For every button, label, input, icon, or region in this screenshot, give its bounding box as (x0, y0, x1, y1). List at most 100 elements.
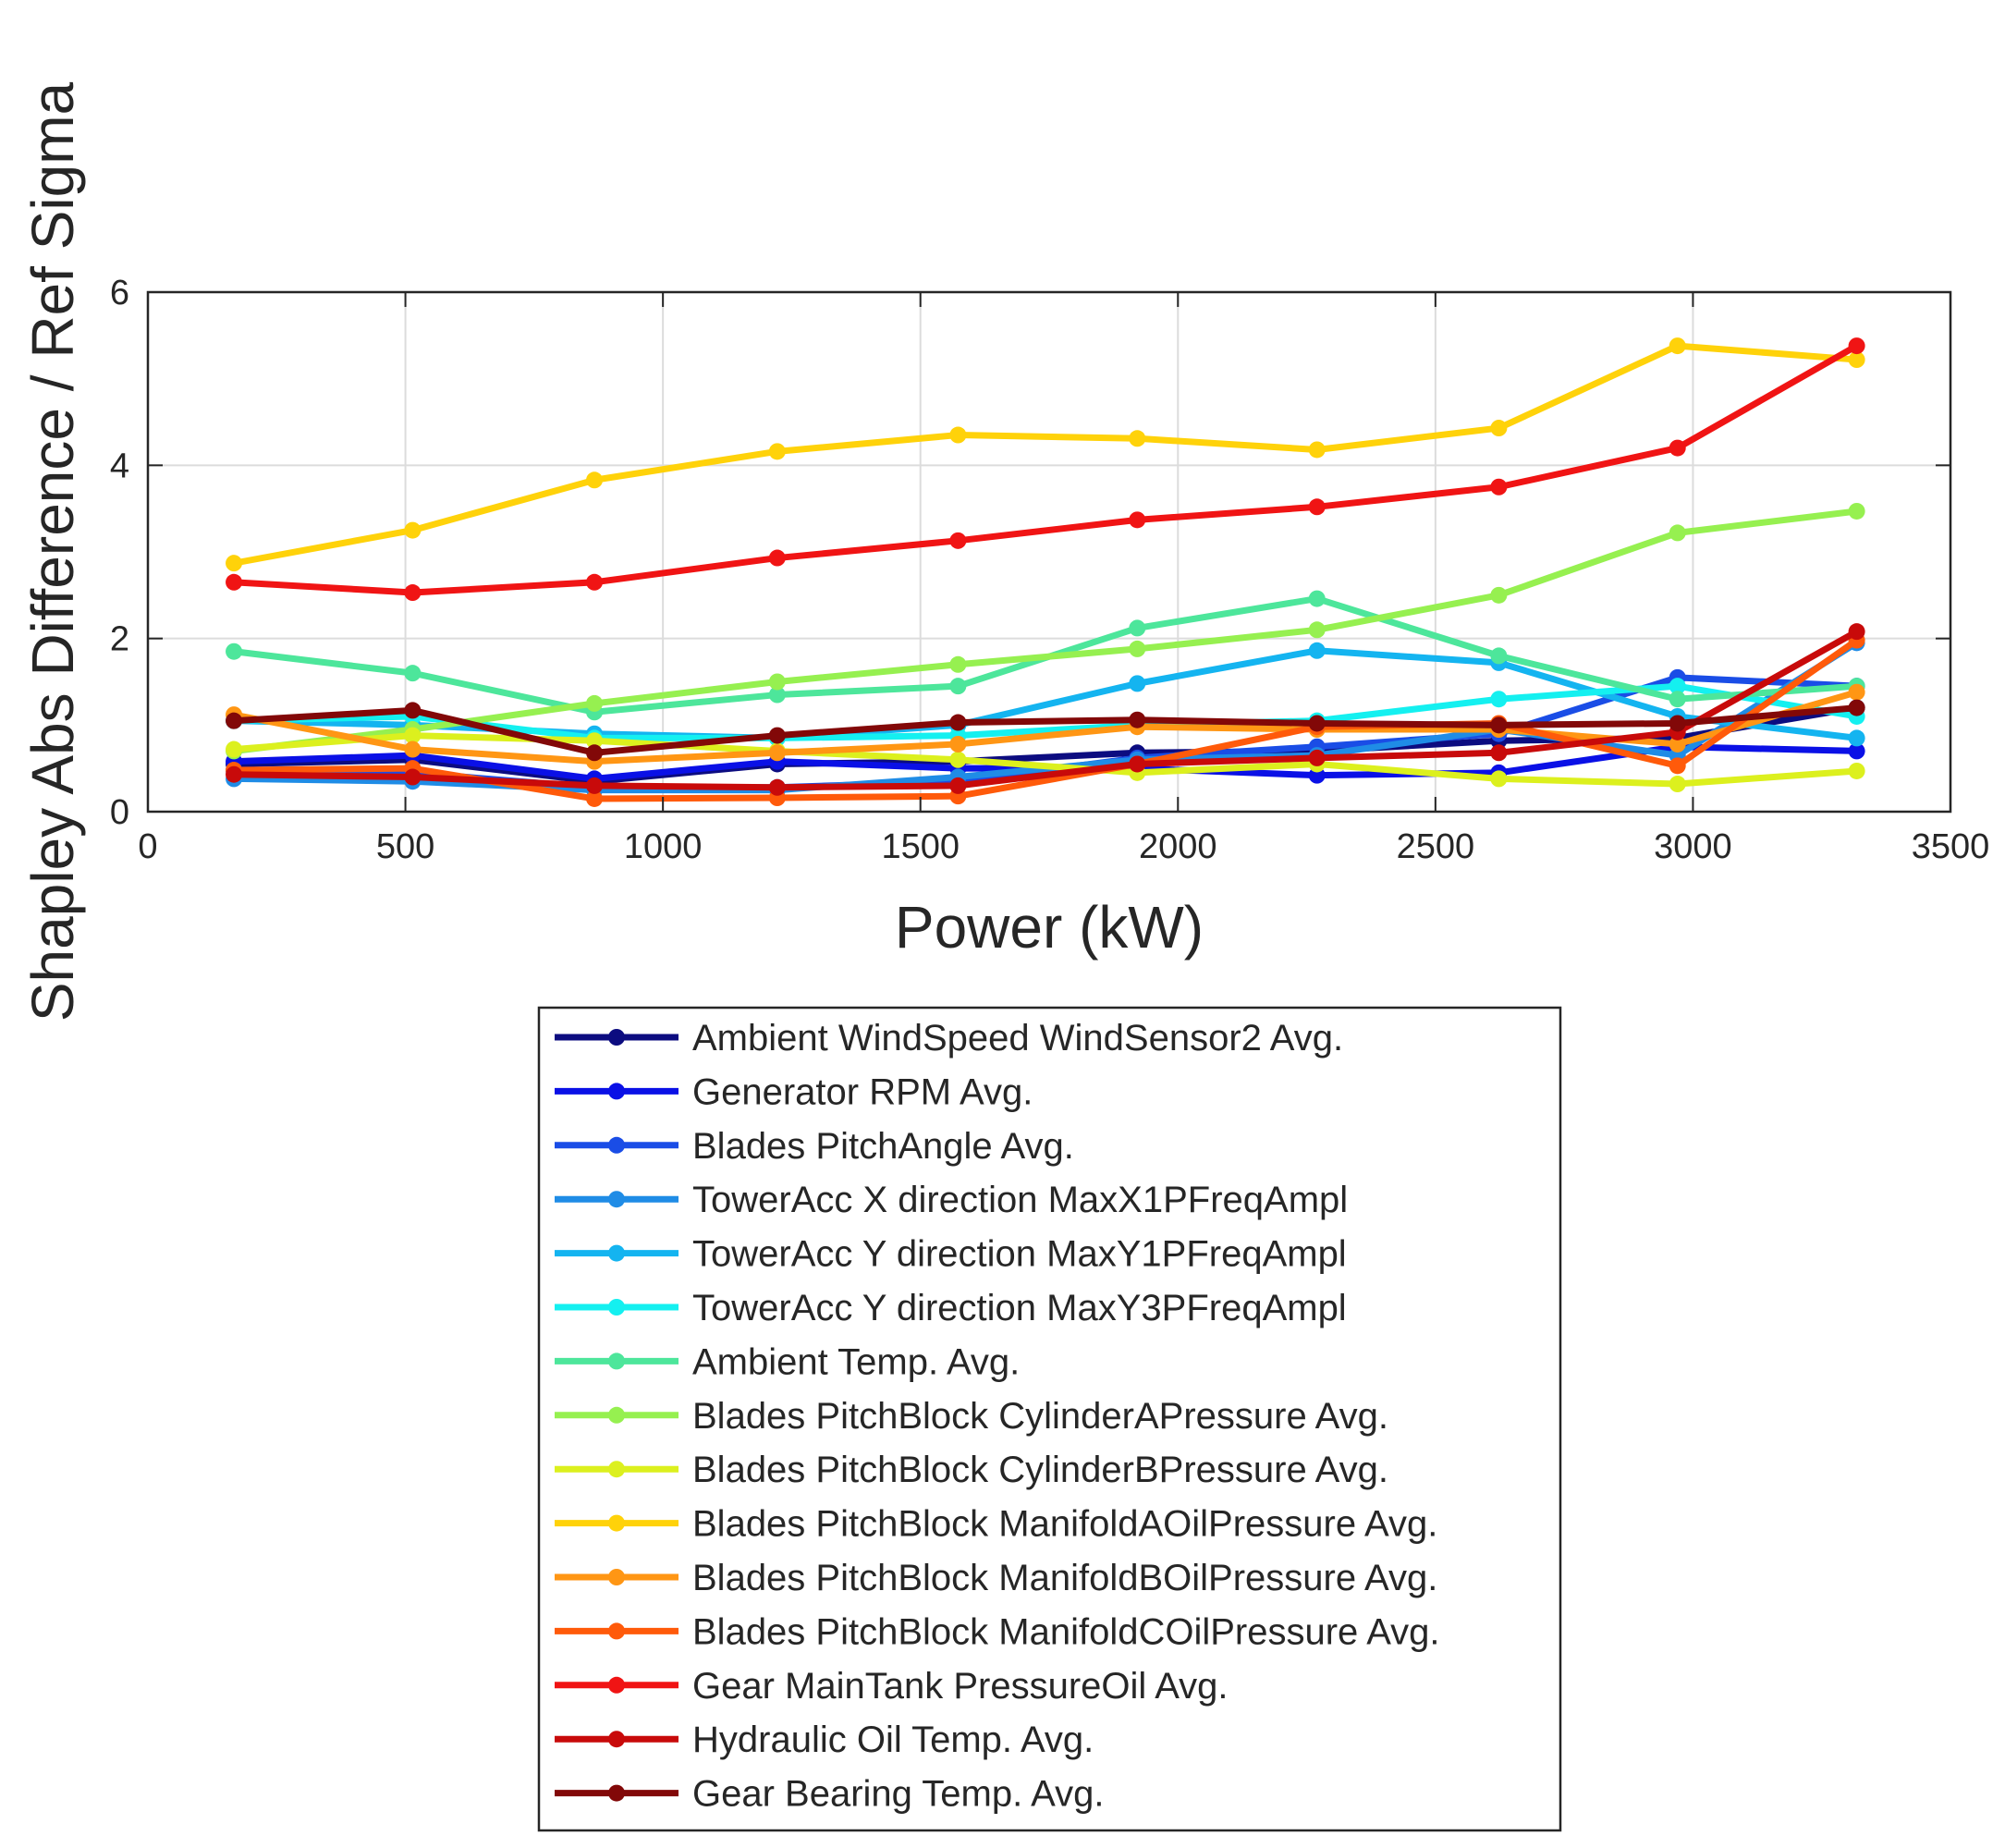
data-point (1490, 478, 1508, 496)
data-point (1490, 744, 1508, 762)
legend-label: Blades PitchBlock CylinderAPressure Avg. (692, 1396, 1388, 1437)
series-line (230, 732, 1861, 788)
legend-label: Gear Bearing Temp. Avg. (692, 1774, 1104, 1815)
data-point (768, 744, 786, 762)
legend-swatch-marker (608, 1461, 625, 1478)
data-point (226, 643, 243, 660)
series-13 (226, 337, 1865, 602)
data-point (1490, 586, 1508, 604)
data-point (404, 584, 422, 602)
plot-frame (146, 290, 1952, 814)
legend-entry: Gear MainTank PressureOil Avg. (555, 1666, 1229, 1707)
data-point (1848, 502, 1865, 520)
data-point (586, 777, 604, 794)
data-point (949, 751, 967, 768)
data-point (768, 778, 786, 796)
legend-entry: Hydraulic Oil Temp. Avg. (555, 1719, 1094, 1760)
legend-label: Blades PitchBlock CylinderBPressure Avg. (692, 1450, 1388, 1490)
data-point (1669, 715, 1686, 732)
legend-swatch-marker (608, 1406, 625, 1424)
data-point (1308, 621, 1326, 639)
data-point (1129, 755, 1146, 773)
x-tick-label: 2500 (1397, 827, 1475, 866)
data-point (1129, 511, 1146, 529)
data-point (768, 727, 786, 744)
legend-swatch-marker (608, 1731, 625, 1748)
legend-items: Ambient WindSpeed WindSensor2 Avg. Genera… (555, 1018, 1440, 1815)
data-point (1490, 716, 1508, 734)
data-point (404, 768, 422, 786)
data-point (586, 789, 604, 807)
x-tick-label: 2000 (1139, 827, 1217, 866)
legend-label: Ambient WindSpeed WindSensor2 Avg. (692, 1018, 1343, 1059)
data-point (586, 744, 604, 762)
legend-label: Blades PitchBlock ManifoldCOilPressure A… (692, 1611, 1440, 1652)
data-point (1848, 337, 1865, 355)
data-point (586, 694, 604, 712)
data-point (586, 732, 604, 750)
legend-swatch-marker (608, 1136, 625, 1154)
x-tick-label: 3500 (1912, 827, 1990, 866)
y-tick-label: 6 (110, 274, 129, 312)
data-point (226, 712, 243, 729)
y-tick-label: 4 (110, 447, 129, 485)
data-point (1129, 619, 1146, 637)
legend-swatch-marker (608, 1676, 625, 1694)
data-point (1669, 678, 1686, 695)
data-point (1848, 623, 1865, 641)
data-point (768, 686, 786, 704)
data-point (1308, 498, 1326, 516)
legend-label: Ambient Temp. Avg. (692, 1341, 1020, 1382)
legend-label: Generator RPM Avg. (692, 1071, 1033, 1112)
legend-swatch-marker (608, 1352, 625, 1370)
y-tick-label: 0 (110, 793, 129, 832)
legend-entry: Blades PitchBlock ManifoldBOilPressure A… (555, 1558, 1437, 1598)
series-10 (226, 337, 1865, 572)
series-line (230, 628, 1861, 791)
legend-entry: Blades PitchBlock CylinderAPressure Avg. (555, 1396, 1388, 1437)
legend: Ambient WindSpeed WindSensor2 Avg. Genera… (537, 1006, 1562, 1832)
legend-swatch-marker (608, 1244, 625, 1262)
data-point (1669, 337, 1686, 355)
data-point (226, 765, 243, 783)
legend-swatch-marker (608, 1514, 625, 1532)
legend-label: Gear MainTank PressureOil Avg. (692, 1666, 1229, 1707)
series-8 (226, 502, 1865, 760)
data-point (1129, 675, 1146, 692)
y-axis-label: Shapley Abs Difference / Ref Sigma (19, 81, 86, 1022)
data-point (949, 426, 967, 444)
data-point (226, 740, 243, 758)
data-point (1669, 524, 1686, 542)
series-14 (226, 623, 1865, 796)
data-point (1308, 642, 1326, 659)
data-point (404, 521, 422, 539)
legend-entry: Blades PitchBlock CylinderBPressure Avg. (555, 1450, 1388, 1490)
data-point (1490, 420, 1508, 437)
data-point (1490, 691, 1508, 708)
legend-label: TowerAcc Y direction MaxY1PFreqAmpl (692, 1234, 1347, 1275)
data-point (1848, 683, 1865, 701)
data-point (1848, 351, 1865, 369)
legend-entry: Gear Bearing Temp. Avg. (555, 1774, 1104, 1815)
legend-label: TowerAcc X direction MaxX1PFreqAmpl (692, 1180, 1348, 1220)
data-point (404, 702, 422, 719)
data-point (1669, 735, 1686, 753)
data-point (1848, 699, 1865, 716)
data-point (949, 655, 967, 673)
data-point (768, 673, 786, 691)
series-line (230, 342, 1861, 596)
series-15 (226, 699, 1865, 762)
data-point (949, 714, 967, 731)
legend-entry: Blades PitchAngle Avg. (555, 1126, 1074, 1167)
legend-entry: TowerAcc Y direction MaxY1PFreqAmpl (555, 1234, 1347, 1275)
data-point (1669, 439, 1686, 457)
data-point (1490, 770, 1508, 788)
data-point (404, 740, 422, 758)
x-tick-label: 1500 (881, 827, 960, 866)
legend-label: Hydraulic Oil Temp. Avg. (692, 1719, 1094, 1760)
legend-swatch-marker (608, 1784, 625, 1802)
legend-swatch-marker (608, 1569, 625, 1585)
legend-label: Blades PitchAngle Avg. (692, 1126, 1074, 1167)
data-point (226, 573, 243, 591)
